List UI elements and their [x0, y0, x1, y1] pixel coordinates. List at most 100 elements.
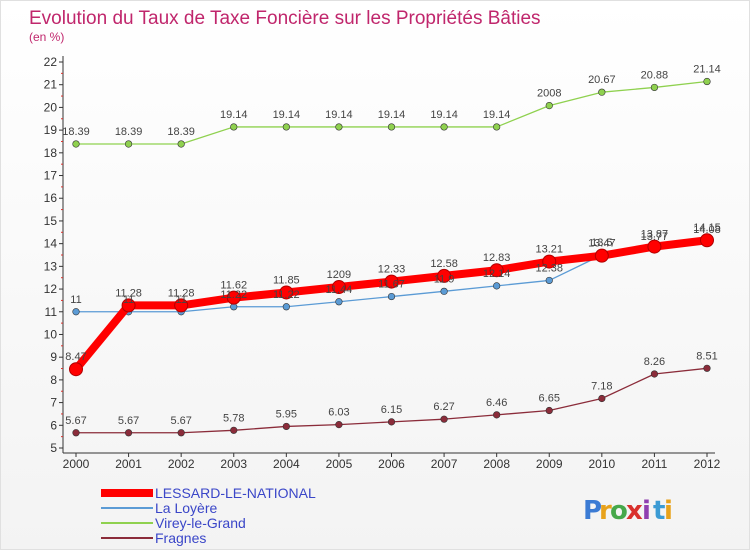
y-tick-label: 16: [44, 191, 58, 205]
data-point-2: [335, 123, 343, 131]
data-point-2: [493, 123, 501, 131]
data-label-2: 19.14: [430, 109, 458, 121]
legend-label-2: Virey-le-Grand: [155, 515, 246, 531]
data-label-2: 21.14: [693, 64, 721, 76]
data-label-0: 12.83: [483, 252, 511, 264]
data-label-2: 19.14: [220, 109, 248, 121]
data-point-2: [230, 123, 238, 131]
data-point-3: [703, 364, 711, 372]
data-label-3: 5.67: [170, 415, 191, 427]
data-label-3: 6.27: [433, 401, 454, 413]
data-label-3: 8.26: [644, 356, 665, 368]
data-label-3: 5.95: [276, 408, 297, 420]
data-point-3: [282, 422, 290, 431]
y-tick-label: 11: [45, 305, 58, 319]
data-label-0: 11.28: [168, 287, 195, 299]
data-point-0: [331, 280, 346, 295]
data-point-3: [387, 418, 396, 426]
logo-letter: i: [642, 496, 651, 526]
x-tick-label: 2003: [220, 457, 247, 471]
data-label-0: 11.62: [220, 280, 247, 292]
legend-label-0: LESSARD-LE-NATIONAL: [155, 485, 316, 501]
data-point-0: [489, 263, 504, 278]
data-label-3: 5.78: [223, 412, 244, 424]
x-tick-label: 2001: [115, 457, 142, 471]
x-tick-label: 2002: [168, 457, 195, 471]
data-label-2: 19.14: [273, 109, 301, 121]
data-point-1: [335, 298, 343, 306]
data-label-3: 5.67: [65, 415, 86, 427]
data-label-2: 19.14: [378, 109, 406, 121]
data-label-2: 18.39: [115, 126, 143, 138]
y-tick-label: 13: [44, 259, 58, 273]
data-point-3: [598, 394, 606, 403]
data-label-1: 14.08: [693, 224, 721, 236]
data-label-1: 13.5: [591, 237, 612, 249]
x-tick-label: 2011: [642, 457, 668, 471]
data-point-0: [594, 248, 609, 263]
data-label-1: 11.44: [326, 284, 353, 296]
data-point-2: [650, 83, 659, 92]
data-label-3: 7.18: [591, 381, 612, 393]
data-label-3: 5.67: [118, 415, 139, 427]
data-point-2: [440, 123, 448, 131]
y-tick-label: 18: [44, 146, 58, 160]
data-point-3: [493, 411, 501, 419]
y-tick-label: 12: [44, 282, 58, 296]
data-point-0: [700, 233, 714, 248]
data-label-2: 18.39: [167, 126, 195, 138]
y-tick-label: 6: [50, 418, 57, 432]
data-point-2: [387, 123, 396, 131]
data-point-0: [226, 290, 241, 305]
data-point-2: [124, 140, 133, 148]
data-label-0: 12.58: [430, 258, 458, 270]
y-tick-label: 7: [50, 396, 57, 410]
data-point-1: [440, 287, 448, 295]
data-point-0: [279, 285, 294, 300]
data-point-3: [545, 406, 553, 415]
data-label-1: 13.77: [641, 231, 669, 243]
data-point-2: [282, 123, 290, 131]
data-point-2: [177, 140, 185, 148]
y-tick-label: 21: [44, 78, 58, 92]
data-label-2: 18.39: [62, 126, 90, 138]
data-point-3: [650, 370, 659, 378]
data-label-0: 14.15: [693, 222, 721, 234]
x-tick-label: 2009: [536, 457, 563, 471]
x-tick-label: 2010: [588, 457, 615, 471]
x-tick-label: 2008: [483, 457, 510, 471]
data-point-0: [69, 362, 83, 377]
data-label-3: 6.46: [486, 397, 507, 409]
data-point-1: [493, 282, 501, 290]
y-tick-label: 17: [44, 169, 58, 183]
data-label-0: 1209: [327, 269, 351, 281]
data-point-3: [440, 415, 448, 423]
y-tick-label: 20: [44, 100, 58, 114]
data-point-0: [121, 298, 136, 313]
data-label-0: 13.47: [588, 238, 616, 250]
x-tick-label: 2004: [273, 457, 300, 471]
data-label-0: 11.28: [115, 287, 142, 299]
data-label-2: 19.14: [325, 109, 353, 121]
logo-letter: x: [626, 496, 643, 526]
data-labels: 11 11 11 11.22 11.22 11.44 11.67 11.9 12.14 12.38…: [62, 64, 721, 427]
data-label-1: 12.14: [483, 268, 511, 280]
data-point-1: [72, 308, 80, 316]
data-label-0: 12.33: [378, 264, 406, 276]
x-tick-label: 2012: [694, 457, 721, 471]
data-label-0: 13.87: [641, 229, 669, 241]
y-tick-label: 9: [50, 350, 57, 364]
logo-letter: o: [610, 496, 628, 526]
data-point-0: [384, 274, 399, 289]
data-label-1: 11.9: [434, 273, 455, 285]
y-tick-label: 15: [44, 214, 58, 228]
series-line-0: [72, 236, 711, 374]
y-tick-label: 22: [44, 55, 58, 69]
data-point-0: [437, 268, 452, 283]
x-tick-label: 2007: [431, 457, 458, 471]
y-tick-label: 14: [44, 237, 58, 251]
data-point-3: [177, 429, 185, 437]
